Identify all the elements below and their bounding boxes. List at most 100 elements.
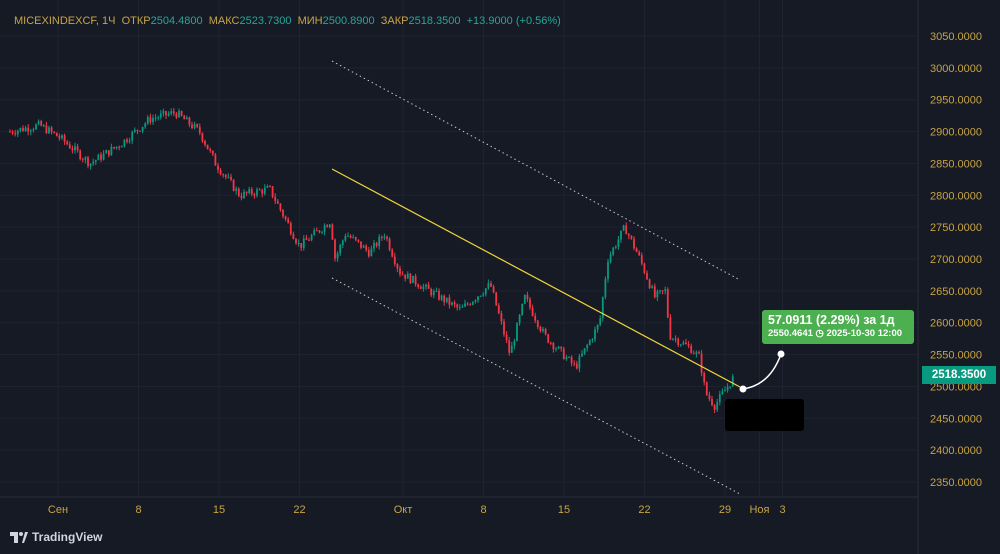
price-tick-label: 3000.0000	[930, 63, 982, 75]
candle-body	[617, 239, 620, 247]
brand-name: TradingView	[32, 530, 103, 544]
trend-line[interactable]	[331, 168, 741, 388]
tradingview-logo[interactable]: TradingView	[10, 530, 102, 544]
time-tick-label: Окт	[394, 504, 413, 516]
candle-body	[399, 268, 401, 275]
candle-body	[664, 289, 667, 291]
candle-body	[284, 216, 287, 219]
candle-body	[604, 279, 607, 298]
time-tick-label: 8	[480, 504, 486, 516]
candle-body	[435, 290, 438, 292]
candle-body	[425, 284, 427, 287]
candle-body	[334, 239, 336, 259]
candle-body	[235, 188, 238, 191]
candle-body	[42, 125, 45, 127]
candle-body	[685, 342, 687, 345]
price-tick-label: 2650.0000	[930, 286, 982, 298]
candle-body	[230, 176, 232, 180]
time-tick-label: Сен	[48, 504, 68, 516]
candle-body	[94, 160, 97, 162]
candle-body	[344, 235, 347, 241]
candle-body	[188, 117, 191, 125]
candle-body	[193, 124, 196, 129]
open-label: ОТКР	[121, 15, 151, 27]
candle-body	[484, 288, 487, 295]
grid	[0, 0, 918, 497]
candle-body	[331, 224, 334, 240]
candle-body	[393, 256, 396, 265]
candle-body	[391, 249, 394, 257]
candle-body	[430, 288, 433, 296]
candle-body	[614, 246, 617, 248]
candle-body	[178, 111, 180, 118]
candle-body	[9, 131, 11, 133]
candle-body	[256, 189, 258, 196]
symbol-name[interactable]: MICEXINDEXCF, 1Ч	[14, 15, 116, 27]
candle-body	[123, 139, 126, 147]
candle-body	[339, 245, 342, 254]
time-axis[interactable]: Сен 8 15 22 Окт 8 15 22 29 Ноя 3	[48, 504, 786, 516]
candle-body	[601, 297, 604, 319]
candle-body	[443, 295, 446, 303]
candle-body	[419, 287, 422, 289]
forecast-end-point[interactable]	[777, 350, 785, 358]
candle-body	[635, 248, 638, 253]
candle-body	[162, 111, 165, 114]
forecast-change: 57.0911 (2.29%) за 1д	[768, 313, 895, 327]
tradingview-logo-icon	[10, 531, 28, 543]
candle-body	[695, 352, 698, 354]
candle-body	[508, 340, 511, 353]
candle-body	[269, 186, 271, 188]
candle-body	[201, 133, 204, 142]
channel-upper-line[interactable]	[331, 60, 741, 281]
candle-body	[555, 348, 557, 350]
candle-body	[661, 290, 664, 292]
candle-body	[55, 132, 58, 137]
candle-body	[24, 127, 27, 132]
candle-body	[81, 159, 84, 161]
candle-body	[222, 174, 225, 176]
candle-body	[157, 117, 160, 119]
channel-lower-line[interactable]	[331, 277, 741, 495]
price-tick-label: 2900.0000	[930, 127, 982, 139]
candle-body	[552, 342, 555, 350]
candle-body	[29, 130, 32, 132]
candle-body	[721, 391, 724, 395]
candle-body	[575, 363, 578, 369]
candle-body	[341, 240, 344, 246]
price-tick-label: 2750.0000	[930, 222, 982, 234]
candle-body	[440, 295, 443, 300]
candle-body	[154, 117, 157, 119]
candle-body	[323, 225, 326, 232]
time-tick-label: 15	[213, 504, 225, 516]
candle-body	[347, 235, 349, 237]
candle-body	[172, 111, 175, 114]
time-tick-label: Ноя	[749, 504, 769, 516]
candle-body	[35, 124, 37, 130]
candle-body	[521, 303, 524, 316]
candle-body	[146, 117, 149, 124]
candle-body	[313, 230, 316, 236]
time-tick-label: 22	[638, 504, 650, 516]
candle-body	[214, 154, 217, 166]
candle-body	[586, 344, 589, 349]
price-axis[interactable]: 3050.0000 3000.0000 2950.0000 2900.0000 2850…	[930, 31, 982, 489]
candle-body	[448, 297, 451, 305]
candle-body	[336, 253, 339, 259]
candle-body	[367, 249, 370, 257]
close-value: 2518.3500	[408, 15, 461, 27]
forecast-start-point[interactable]	[739, 385, 747, 393]
candle-body	[669, 317, 672, 340]
candle-body	[131, 131, 134, 141]
candle-body	[170, 111, 173, 114]
candle-body	[672, 338, 674, 340]
candle-body	[703, 372, 706, 383]
candle-body	[32, 129, 35, 131]
forecast-arrow[interactable]	[742, 353, 782, 390]
candle-body	[219, 169, 222, 175]
candle-body	[328, 224, 331, 228]
price-tick-label: 2500.0000	[930, 381, 982, 393]
candle-body	[690, 345, 693, 354]
candle-body	[115, 146, 118, 149]
